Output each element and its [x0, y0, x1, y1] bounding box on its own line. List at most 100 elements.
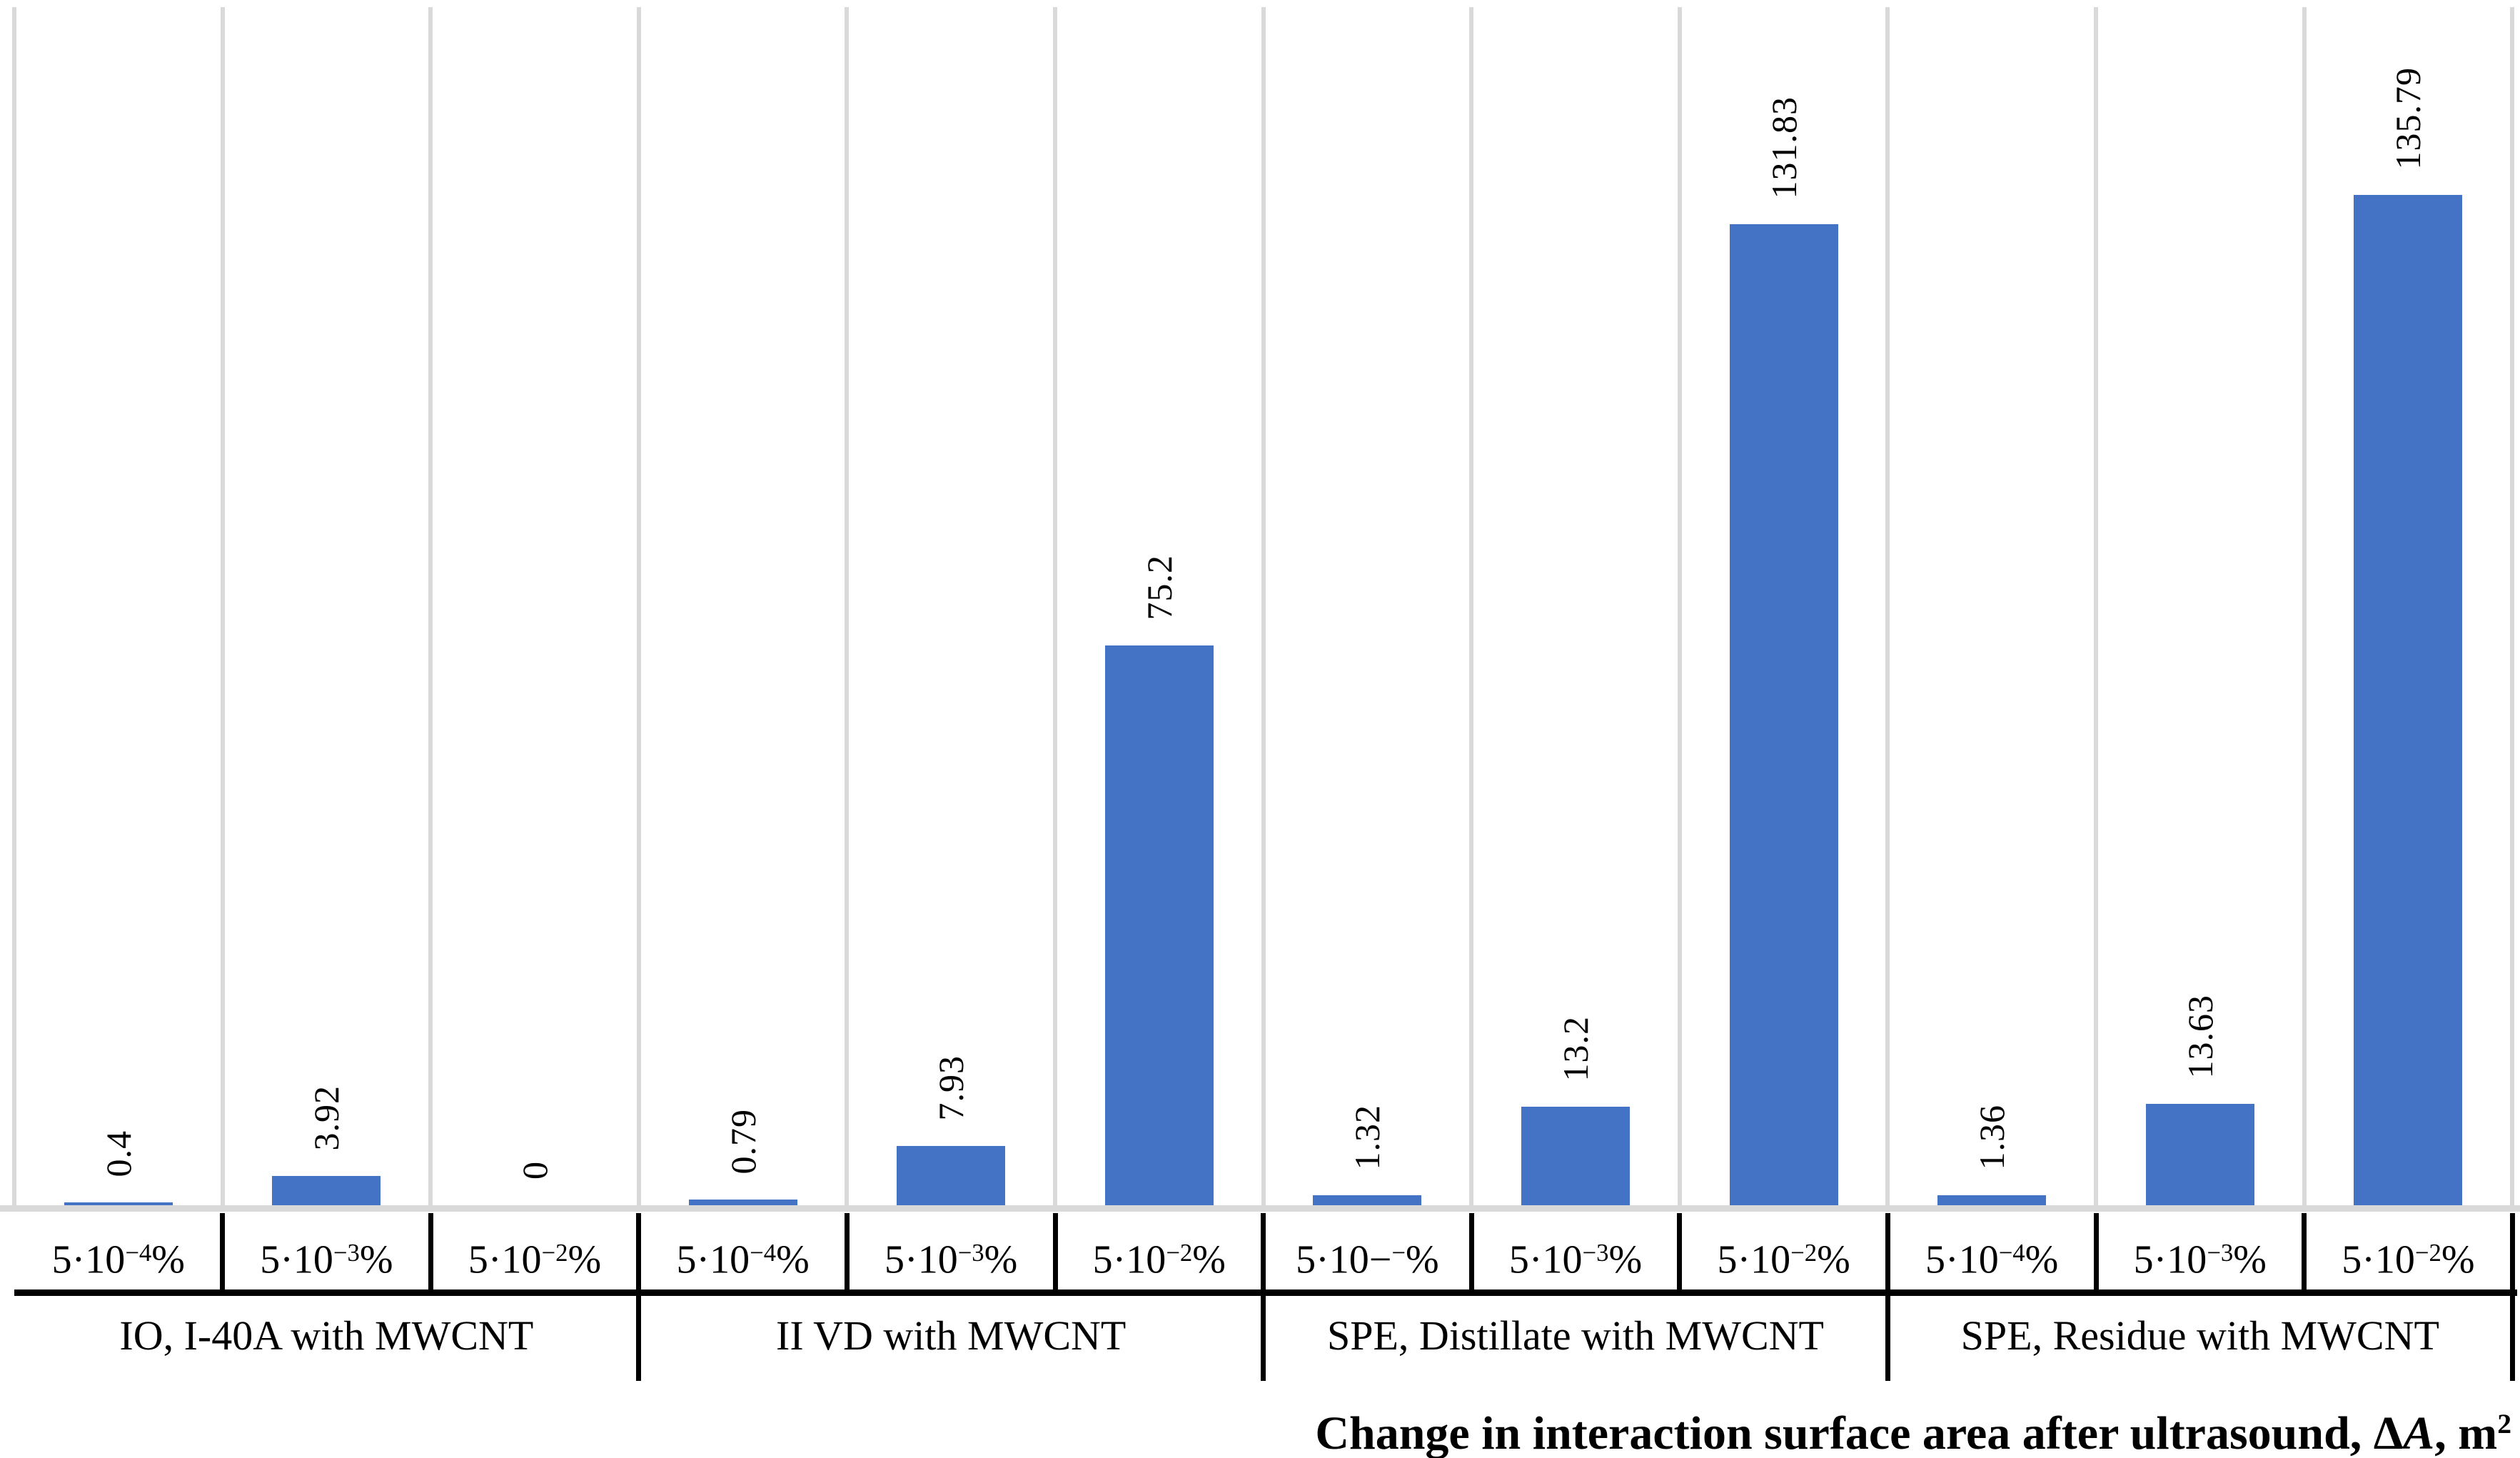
tick-exponent: −3 — [957, 1239, 984, 1267]
x-axis-title: Change in interaction surface area after… — [1315, 1394, 2511, 1458]
tick-separator — [220, 1213, 226, 1289]
category-gridline — [1469, 7, 1474, 1205]
tick-text: % — [359, 1237, 393, 1282]
tick-text: 5·10 — [1925, 1237, 1999, 1282]
tick-exponent: −3 — [2207, 1239, 2234, 1267]
tick-text: 5·10 — [51, 1237, 126, 1282]
bar-value-label: 1.32 — [1347, 1104, 1388, 1170]
category-gridline — [845, 7, 850, 1205]
tick-text: 5·10 — [676, 1237, 750, 1282]
bar-value-label: 13.63 — [2179, 994, 2220, 1079]
tick-separator — [1468, 1213, 1474, 1289]
tick-text: % — [2025, 1237, 2059, 1282]
bar — [272, 1176, 381, 1205]
bar-value-label: 3.92 — [306, 1085, 347, 1151]
tick-label: 5·10−2% — [2304, 1218, 2513, 1288]
unit-exponent: 2 — [2497, 1408, 2511, 1439]
tick-label: 5·10−3% — [847, 1218, 1055, 1288]
bar — [897, 1146, 1006, 1205]
tick-exponent: −4 — [750, 1239, 777, 1267]
tick-exponent: −3 — [1582, 1239, 1609, 1267]
variable-a: A — [2403, 1407, 2435, 1458]
tick-exponent: −3 — [333, 1239, 360, 1267]
tick-text: 5·10 — [1092, 1237, 1166, 1282]
tick-text: % — [2441, 1237, 2475, 1282]
tick-text: % — [568, 1237, 602, 1282]
bar-value-label: 7.93 — [931, 1055, 972, 1121]
group-separator — [636, 1213, 642, 1381]
tick-text: % — [776, 1237, 810, 1282]
category-gridline — [220, 7, 225, 1205]
category-gridline — [1885, 7, 1890, 1205]
category-gridline — [1261, 7, 1266, 1205]
tick-text: 5·10 — [1508, 1237, 1583, 1282]
tick-exponent: −4 — [125, 1239, 152, 1267]
tick-text: % — [1192, 1237, 1226, 1282]
category-gridline — [1677, 7, 1682, 1205]
group-label: SPE, Distillate with MWCNT — [1326, 1312, 1824, 1359]
tick-label: 5·10−4% — [14, 1218, 223, 1288]
tick-label: 5·10−2% — [1055, 1218, 1264, 1288]
bar — [1729, 224, 1838, 1205]
tick-separator — [1052, 1213, 1058, 1289]
bar — [1313, 1195, 1422, 1205]
tick-separator — [2093, 1213, 2099, 1289]
bar-value-label: 0.4 — [98, 1130, 138, 1177]
tick-label: 5·10−3% — [2096, 1218, 2304, 1288]
x-axis-title-unit: , m — [2434, 1407, 2498, 1458]
tick-separator — [844, 1213, 850, 1289]
delta-symbol: Δ — [2373, 1407, 2404, 1458]
tick-label: 5·10−3% — [223, 1218, 431, 1288]
bar-value-label: 75.2 — [1139, 554, 1179, 620]
tick-text: % — [1405, 1237, 1439, 1282]
tick-text: % — [151, 1237, 185, 1282]
tick-text: % — [1817, 1237, 1850, 1282]
bar-value-label: 13.2 — [1556, 1015, 1596, 1082]
bar — [1521, 1107, 1630, 1205]
bar — [2354, 195, 2463, 1205]
category-gridline — [2302, 7, 2307, 1205]
category-gridline — [428, 7, 433, 1205]
tick-separator — [2302, 1213, 2307, 1289]
category-gridline — [12, 7, 16, 1205]
bar — [1104, 645, 1214, 1205]
tick-text: 5·10 — [1717, 1237, 1791, 1282]
bar — [688, 1200, 797, 1205]
tick-label: 5·10−2% — [430, 1218, 639, 1288]
plot-area: 0.4 3.92 0 0.79 7.93 75.2 1.32 13.2 131.83 1.36 13… — [12, 7, 2515, 1205]
tick-exponent: −2 — [541, 1239, 568, 1267]
tick-exponent: − — [1391, 1239, 1406, 1267]
x-axis-title-text: Change in interaction surface area after… — [1315, 1407, 2374, 1458]
tick-separator — [428, 1213, 433, 1289]
bar-value-label: 0.79 — [722, 1108, 763, 1175]
bar-value-label: 1.36 — [1972, 1104, 2012, 1170]
tick-text: 5·10 — [2133, 1237, 2207, 1282]
group-separator — [2509, 1213, 2515, 1381]
group-label: II VD with MWCNT — [776, 1312, 1127, 1359]
bar — [64, 1202, 173, 1205]
category-gridline — [636, 7, 641, 1205]
category-gridline — [1053, 7, 1057, 1205]
tick-label: 5·10−3% — [1471, 1218, 1680, 1288]
bar — [2145, 1104, 2254, 1205]
group-separator — [1885, 1213, 1890, 1381]
tick-exponent: −2 — [1790, 1239, 1818, 1267]
tick-exponent: −2 — [2414, 1239, 2441, 1267]
bar — [1937, 1195, 2047, 1205]
tick-text: 5·10 — [260, 1237, 333, 1282]
group-label: SPE, Residue with MWCNT — [1960, 1312, 2439, 1359]
tick-text: % — [984, 1237, 1018, 1282]
tick-label: 5·10−4% — [639, 1218, 847, 1288]
tick-text: 5·10 — [884, 1237, 958, 1282]
tick-separator — [1677, 1213, 1683, 1289]
bar-value-label: 135.79 — [2388, 66, 2429, 170]
bar-value-label: 131.83 — [1763, 96, 1804, 199]
tick-label: 5·10−4% — [1888, 1218, 2096, 1288]
tick-label: 5·10−2% — [1680, 1218, 1888, 1288]
tick-exponent: −2 — [1166, 1239, 1193, 1267]
tick-text: 5·10 — [468, 1237, 542, 1282]
group-separator — [1261, 1213, 1266, 1381]
tick-text: 5·10− — [1296, 1237, 1392, 1282]
tick-label: 5·10−−% — [1264, 1218, 1472, 1288]
